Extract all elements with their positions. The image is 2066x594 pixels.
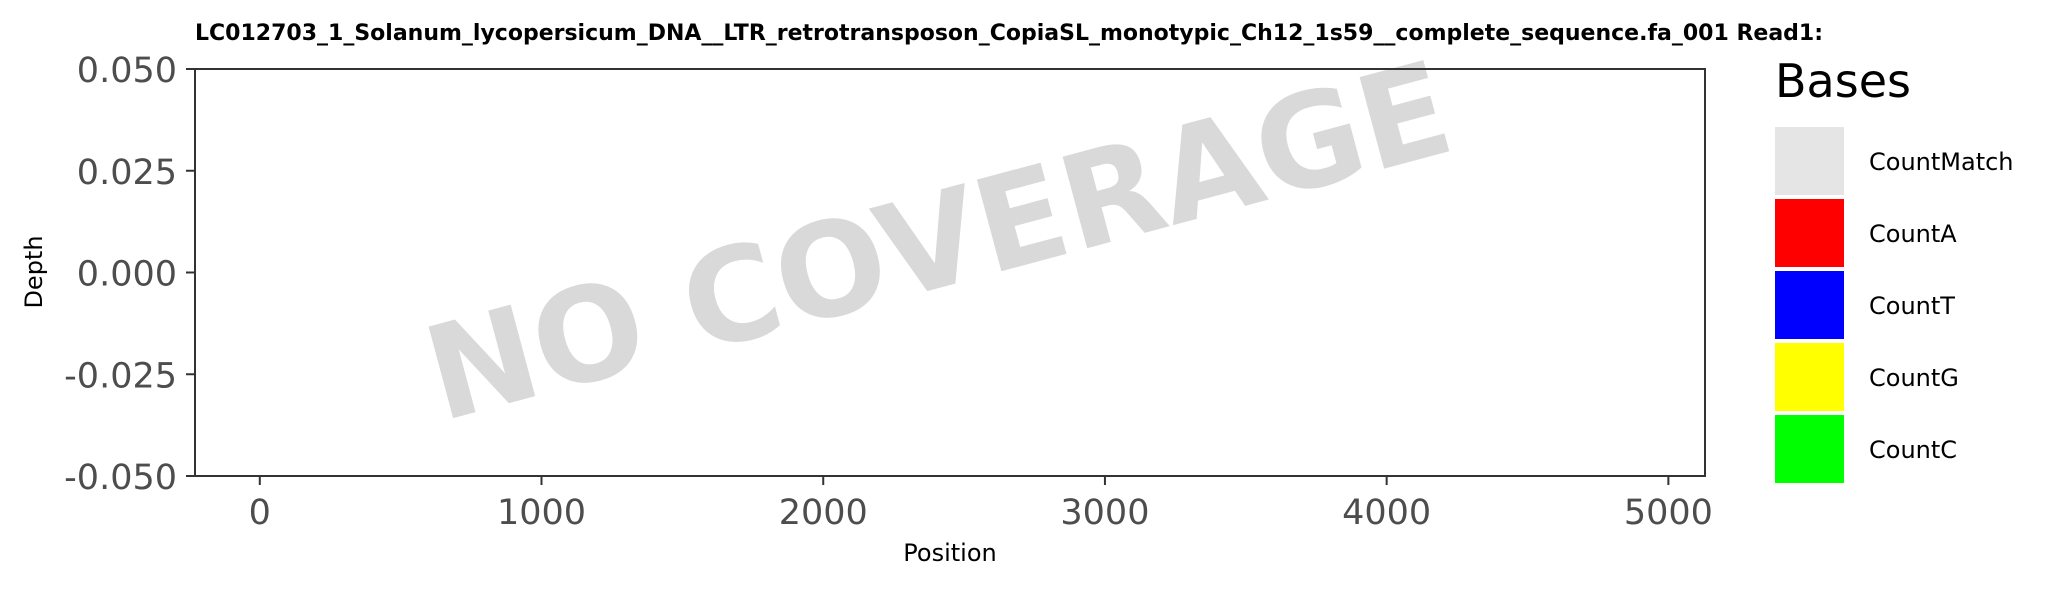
- x-tick-label: 1000: [497, 493, 586, 533]
- legend-label-counta: CountA: [1869, 220, 1957, 248]
- legend-key-countg: [1775, 343, 1844, 411]
- legend-key-countt: [1775, 271, 1844, 339]
- y-tick-label: 0.025: [77, 153, 177, 193]
- y-tick-label: -0.025: [64, 356, 177, 396]
- no-coverage-watermark: NO COVERAGE: [410, 32, 1466, 451]
- y-tick-label: 0.000: [77, 255, 177, 295]
- legend-label-countmatch: CountMatch: [1869, 148, 2014, 176]
- x-tick-label: 5000: [1624, 493, 1713, 533]
- x-axis: 0 1000 2000 3000 4000 5000: [249, 476, 1713, 533]
- y-axis-label: Depth: [20, 235, 48, 308]
- x-tick-label: 4000: [1342, 493, 1431, 533]
- x-axis-label: Position: [903, 539, 996, 567]
- y-tick-label: -0.050: [64, 458, 177, 498]
- legend-title: Bases: [1775, 54, 1911, 108]
- y-tick-label: 0.050: [77, 51, 177, 91]
- legend-label-countg: CountG: [1869, 364, 1959, 392]
- legend-key-countc: [1775, 415, 1844, 483]
- x-tick-label: 0: [249, 493, 271, 533]
- legend-key-countmatch: [1775, 127, 1844, 195]
- y-axis: -0.050 -0.025 0.000 0.025 0.050: [64, 51, 195, 498]
- legend-key-counta: [1775, 199, 1844, 267]
- legend: Bases CountMatch CountA CountT CountG CountC: [1775, 54, 2014, 483]
- legend-entries: CountMatch CountA CountT CountG CountC: [1775, 127, 2014, 483]
- x-tick-label: 3000: [1060, 493, 1149, 533]
- x-tick-label: 2000: [779, 493, 868, 533]
- legend-label-countt: CountT: [1869, 292, 1955, 320]
- chart-title: LC012703_1_Solanum_lycopersicum_DNA__LTR…: [195, 21, 1823, 46]
- legend-label-countc: CountC: [1869, 436, 1957, 464]
